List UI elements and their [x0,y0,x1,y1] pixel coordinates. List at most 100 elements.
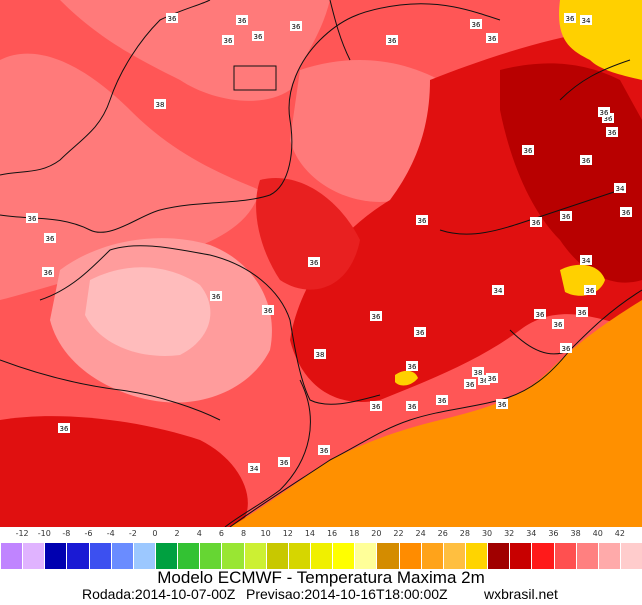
temperature-value-label: 36 [308,257,320,267]
temperature-value-label: 36 [606,127,618,137]
colorbar-tick-label: -2 [128,529,137,538]
svg-text:34: 34 [582,257,591,265]
temperature-value-label: 36 [262,305,274,315]
svg-text:36: 36 [562,213,571,221]
colorbar-swatch [509,543,532,569]
colorbar-tick-label: 22 [393,529,404,538]
colorbar-swatch [309,543,333,569]
temperature-value-label: 38 [154,99,166,109]
hot-spot-center [256,178,360,290]
colorbar-swatch [575,543,598,569]
colorbar-swatch [420,543,443,569]
svg-text:36: 36 [498,401,507,409]
svg-text:36: 36 [600,109,609,117]
palest-zone [85,267,211,356]
colorbar-swatch [154,543,178,569]
colorbar-tick-label: -8 [62,529,71,538]
colorbar-swatch [243,543,266,569]
temperature-value-label: 36 [584,285,596,295]
colorbar-swatch [22,543,45,569]
temperature-value-label: 36 [560,211,572,221]
colorbar-swatch [376,543,399,569]
temperature-value-label: 36 [580,155,592,165]
temperature-value-label: 38 [472,367,484,377]
temperature-value-label: 36 [236,15,248,25]
temperature-value-label: 36 [406,361,418,371]
yellow-patch-northeast [559,0,642,80]
temperature-value-label: 34 [580,15,592,25]
colorbar-swatch [132,543,155,569]
colorbar-tick-label: 8 [240,529,247,538]
svg-text:36: 36 [608,129,617,137]
colorbar-tick-label: 10 [260,529,271,538]
temperature-value-label: 36 [370,311,382,321]
temperature-value-label: 34 [248,463,260,473]
svg-text:36: 36 [466,381,475,389]
colorbar-tick-label: 26 [437,529,448,538]
colorbar-swatch [553,543,576,569]
temperature-value-label: 36 [370,401,382,411]
colorbar-tick-label: 4 [196,529,202,538]
svg-text:36: 36 [566,15,575,23]
colorbar-tick-label: 30 [481,529,493,538]
colorbar-tick-label: -6 [84,529,93,538]
colorbar-swatch [265,543,288,569]
svg-text:36: 36 [532,219,541,227]
temperature-value-label: 36 [386,35,398,45]
temperature-value-label: 36 [576,307,588,317]
temperature-value-label: 36 [496,399,508,409]
temperature-value-label: 36 [534,309,546,319]
temperature-value-label: 36 [252,31,264,41]
colorbar-tick-label: 24 [415,529,426,538]
temperature-value-label: 36 [58,423,70,433]
colorbar-tick-label: 18 [349,529,360,538]
svg-text:36: 36 [418,217,427,225]
footer: Rodada:2014-10-07-00Z Previsao:2014-10-1… [0,586,642,604]
svg-text:36: 36 [480,377,489,385]
colorbar-swatch [287,543,310,569]
colorbar-tick-label: -4 [106,529,115,538]
svg-text:36: 36 [488,375,497,383]
colorbar-swatch [221,543,244,569]
svg-text:34: 34 [582,17,591,25]
colorbar-swatch [487,543,510,569]
colorbar-tick-label: 32 [504,529,515,538]
yellow-patch-coast [395,370,418,386]
coastline [229,289,642,527]
colorbar-swatch [354,543,377,569]
svg-text:36: 36 [60,425,69,433]
svg-text:36: 36 [254,33,263,41]
svg-text:38: 38 [474,369,483,377]
temperature-value-label: 36 [552,319,564,329]
colorbar-swatch [66,543,89,569]
svg-text:36: 36 [408,403,417,411]
temperature-value-label: 36 [620,207,632,217]
temperature-value-label: 36 [560,343,572,353]
svg-text:36: 36 [388,37,397,45]
hot-band-south [0,416,248,527]
svg-text:34: 34 [250,465,259,473]
run-label: Rodada:2014-10-07-00Z [82,586,236,602]
temperature-value-label: 36 [598,107,610,117]
svg-text:36: 36 [44,269,53,277]
temperature-value-label: 36 [210,291,222,301]
colorbar-swatch [531,543,554,569]
svg-text:36: 36 [372,403,381,411]
colorbar-tick-label: 0 [152,529,158,538]
temperature-value-label: 36 [486,33,498,43]
temperature-value-label: 36 [602,113,614,123]
svg-text:36: 36 [604,115,613,123]
colorbar-swatch [0,543,23,569]
colorbar-tick-label: 6 [218,529,224,538]
svg-text:36: 36 [488,35,497,43]
temperature-value-label: 36 [42,267,54,277]
site-label: wxbrasil.net [484,586,558,602]
temperature-value-label: 34 [580,255,592,265]
colorbar-tick-label: 14 [304,529,316,538]
colorbar-swatch [199,543,222,569]
svg-text:36: 36 [408,363,417,371]
svg-text:36: 36 [586,287,595,295]
colorbar-tick-label: 16 [326,529,338,538]
